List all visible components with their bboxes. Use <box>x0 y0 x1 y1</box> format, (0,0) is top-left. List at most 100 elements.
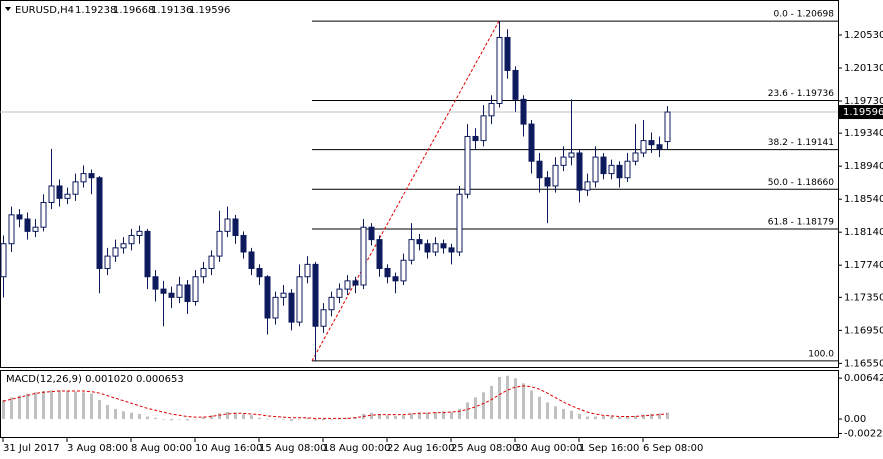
candle-body <box>424 243 431 253</box>
candle-body <box>576 152 583 191</box>
macd-bar <box>522 383 525 420</box>
fib-label: 50.0 - 1.18660 <box>768 178 834 188</box>
macd-bar <box>666 412 669 420</box>
macd-bar <box>538 396 541 420</box>
macd-bar <box>322 419 325 421</box>
macd-bar <box>370 412 373 420</box>
macd-bar <box>442 411 445 420</box>
candle-body <box>0 243 7 278</box>
macd-bar <box>594 416 597 420</box>
macd-bar <box>562 408 565 420</box>
candle-body <box>72 181 79 195</box>
candle-body <box>328 296 335 311</box>
macd-bar <box>218 413 221 420</box>
candle-body <box>120 243 127 249</box>
macd-bar <box>474 397 477 420</box>
candle-body <box>592 156 599 183</box>
macd-bar <box>498 377 501 420</box>
candle-body <box>264 276 271 319</box>
macd-bar <box>586 416 589 420</box>
candle-body <box>360 226 367 286</box>
candle-body <box>528 123 535 162</box>
macd-bar <box>50 390 53 420</box>
macd-bar <box>258 417 261 420</box>
macd-bar <box>178 419 181 420</box>
candle-body <box>544 177 551 187</box>
header-value: 1.19238 <box>75 5 116 16</box>
fib-label: 0.0 - 1.20698 <box>774 10 835 20</box>
macd-bar <box>226 412 229 420</box>
macd-bar <box>186 419 189 421</box>
candle-body <box>400 259 407 282</box>
candle-body <box>392 276 399 282</box>
candle-body <box>368 226 375 241</box>
macd-bar <box>466 402 469 420</box>
macd-bar <box>106 405 109 420</box>
macd-bar <box>458 408 461 420</box>
macd-bar <box>42 391 45 420</box>
macd-bar <box>194 419 197 420</box>
candle-body <box>208 255 215 269</box>
candle-body <box>288 292 295 323</box>
macd-bar <box>434 412 437 420</box>
candle-body <box>104 255 111 269</box>
header-arrow <box>5 7 11 11</box>
macd-bar <box>170 419 173 421</box>
candle-body <box>608 164 615 175</box>
y-tick-label: 1.20530 <box>844 30 883 41</box>
header-value: 1.19668 <box>113 5 154 16</box>
macd-bar <box>514 378 517 420</box>
macd-bar <box>314 419 317 421</box>
candle-body <box>160 288 167 294</box>
x-tick-label: 25 Aug 08:00 <box>451 443 518 454</box>
candle-body <box>224 218 231 232</box>
y-tick-label: 1.19730 <box>844 96 883 107</box>
price-box <box>839 105 883 120</box>
candle-body <box>584 181 591 191</box>
x-tick-label: 18 Aug 00:00 <box>323 443 390 454</box>
macd-bar <box>90 393 93 420</box>
header-value: 1.19596 <box>189 5 230 16</box>
symbol: EURUSD,H4 <box>15 5 74 16</box>
y-tick-label: 1.16950 <box>844 325 883 336</box>
candle-body <box>48 185 55 203</box>
x-tick-label: 30 Aug 00:00 <box>515 443 582 454</box>
macd-bar <box>98 399 101 420</box>
candle-body <box>456 193 463 253</box>
macd-bar <box>74 391 77 420</box>
x-tick-label: 8 Aug 00:00 <box>131 443 192 454</box>
y-tick-label: 1.19340 <box>844 128 883 139</box>
macd-bar <box>34 392 37 420</box>
candle-body <box>568 152 575 158</box>
macd-bar <box>610 416 613 420</box>
candle-body <box>616 164 623 179</box>
candle-body <box>656 144 663 150</box>
candle-body <box>536 160 543 179</box>
candle-body <box>464 135 471 195</box>
candle-body <box>128 234 135 245</box>
candle-body <box>192 276 199 302</box>
candle-body <box>24 218 31 232</box>
y-tick-label: 1.17740 <box>844 260 883 271</box>
candle-body <box>152 276 159 290</box>
fib-label: 61.8 - 1.18179 <box>768 217 834 227</box>
macd-bar <box>418 412 421 420</box>
candle-body <box>232 218 239 236</box>
candle-body <box>624 160 631 179</box>
fib-label: 23.6 - 1.19736 <box>768 89 834 99</box>
candle-body <box>88 173 95 179</box>
macd-bar <box>10 397 13 420</box>
candle-body <box>664 111 671 143</box>
x-tick-label: 6 Sep 08:00 <box>643 443 703 454</box>
x-tick-label: 22 Aug 16:00 <box>387 443 454 454</box>
x-tick-label: 15 Aug 08:00 <box>259 443 326 454</box>
x-tick-label: 10 Aug 16:00 <box>195 443 262 454</box>
macd-bar <box>114 408 117 420</box>
macd-bar <box>266 419 269 420</box>
candle-body <box>40 201 47 228</box>
candle-body <box>640 140 647 154</box>
y-tick-label: 1.16550 <box>844 358 883 369</box>
macd-bar <box>394 415 397 420</box>
macd-bar <box>546 402 549 420</box>
macd-bar <box>618 417 621 420</box>
